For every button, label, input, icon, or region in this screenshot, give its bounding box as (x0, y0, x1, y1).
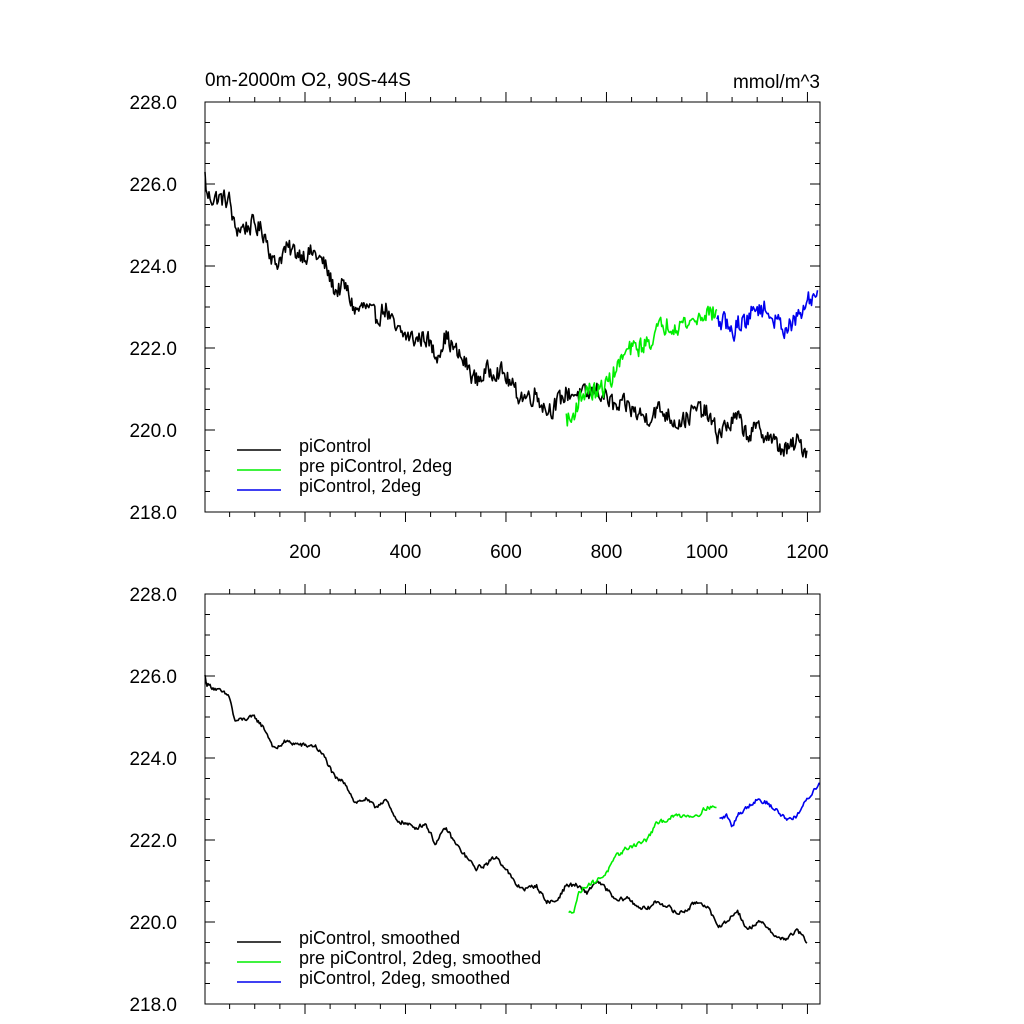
series-line-0 (204, 171, 808, 459)
y-tick-label: 224.0 (129, 749, 177, 770)
legend-label: piControl, 2deg (299, 476, 421, 496)
y-tick-label: 226.0 (129, 175, 177, 196)
y-tick-label: 224.0 (129, 257, 177, 278)
chart-units: mmol/m^3 (733, 72, 820, 93)
y-tick-label: 218.0 (129, 995, 177, 1016)
x-tick-label: 1200 (786, 542, 828, 563)
y-tick-label: 228.0 (129, 93, 177, 114)
plot-frame (204, 593, 821, 1005)
series-line-2 (716, 290, 819, 342)
x-tick-label: 200 (289, 542, 321, 563)
series-line-1 (568, 805, 717, 914)
series-line-2 (719, 782, 821, 828)
y-tick-label: 220.0 (129, 421, 177, 442)
x-tick-label: 1000 (686, 542, 728, 563)
legend-label: pre piControl, 2deg (299, 456, 452, 476)
x-tick-label: 800 (591, 542, 623, 563)
y-tick-label: 228.0 (129, 585, 177, 606)
plot-frame (204, 101, 821, 513)
axis-ticks: 218.0 220.0 222.0 224.0 226.0 228.0 200 400 600 8… (129, 92, 829, 563)
legend-label: piControl (299, 436, 371, 456)
legend-label: pre piControl, 2deg, smoothed (299, 948, 541, 968)
plot-area: 218.0 220.0 222.0 224.0 226.0 228.0 (129, 584, 821, 1016)
series-line-1 (565, 305, 718, 427)
y-tick-label: 226.0 (129, 667, 177, 688)
plot-area: 218.0 220.0 222.0 224.0 226.0 228.0 200 400 600 8… (129, 92, 829, 563)
panel-bottom: 218.0 220.0 222.0 224.0 226.0 228.0 piControl… (129, 584, 821, 1016)
panel-top: 0m-2000m O2, 90S-44S mmol/m^3 218.0 220.0… (129, 70, 828, 563)
x-tick-label: 400 (390, 542, 422, 563)
axis-ticks: 218.0 220.0 222.0 224.0 226.0 228.0 (129, 584, 820, 1016)
legend-label: piControl, 2deg, smoothed (299, 968, 510, 988)
y-tick-label: 222.0 (129, 831, 177, 852)
series-line-0 (204, 674, 808, 944)
legend-label: piControl, smoothed (299, 928, 460, 948)
chart-title: 0m-2000m O2, 90S-44S (205, 70, 411, 91)
y-tick-label: 220.0 (129, 913, 177, 934)
x-tick-label: 600 (490, 542, 522, 563)
y-tick-label: 222.0 (129, 339, 177, 360)
y-tick-label: 218.0 (129, 503, 177, 524)
